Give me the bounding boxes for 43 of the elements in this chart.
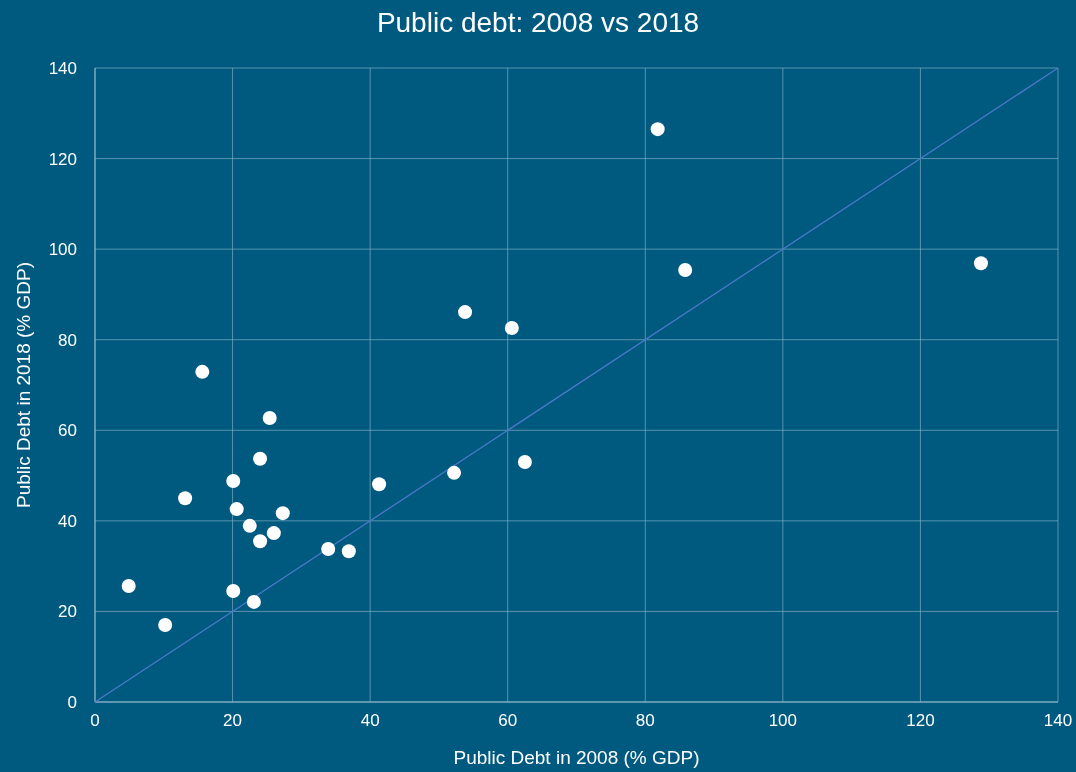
y-tick-label: 80	[58, 330, 77, 350]
point	[226, 584, 241, 599]
point	[121, 579, 136, 594]
x-tick-label: 100	[768, 711, 798, 730]
point	[447, 465, 462, 480]
x-tick-label: 80	[635, 711, 655, 730]
point	[262, 411, 277, 426]
point	[246, 594, 261, 609]
x-tick-label: 40	[360, 711, 380, 730]
y-tick-label: 120	[48, 149, 77, 169]
y-tick-label: 140	[48, 59, 77, 78]
x-axis-title: Public Debt in 2008 (% GDP)	[453, 747, 700, 768]
y-tick-label: 0	[67, 693, 77, 712]
point	[973, 256, 988, 271]
point	[253, 534, 268, 549]
point	[253, 451, 268, 466]
y-tick-label: 100	[48, 240, 77, 260]
point	[341, 544, 356, 559]
point	[517, 454, 532, 469]
point	[158, 618, 173, 633]
x-tick-label: 0	[90, 711, 100, 730]
chart-title: Public debt: 2008 vs 2018	[376, 7, 700, 38]
point	[504, 320, 519, 335]
point	[226, 474, 241, 489]
point	[275, 506, 290, 521]
x-tick-label: 60	[498, 711, 518, 730]
x-tick-label: 20	[223, 711, 243, 730]
point	[266, 526, 281, 541]
point	[678, 262, 693, 277]
x-tick-label: 140	[1043, 711, 1073, 730]
y-tick-label: 40	[58, 511, 77, 531]
point	[229, 502, 244, 517]
y-axis-title: Public Debt in 2018 (% GDP)	[13, 261, 34, 509]
point	[372, 477, 387, 492]
point	[242, 518, 257, 533]
point	[195, 364, 210, 379]
point	[321, 541, 336, 556]
x-tick-label: 120	[906, 711, 935, 730]
y-tick-label: 60	[58, 421, 77, 441]
y-tick-label: 20	[58, 602, 77, 622]
point	[650, 122, 665, 137]
point	[178, 491, 193, 506]
point	[458, 305, 473, 320]
